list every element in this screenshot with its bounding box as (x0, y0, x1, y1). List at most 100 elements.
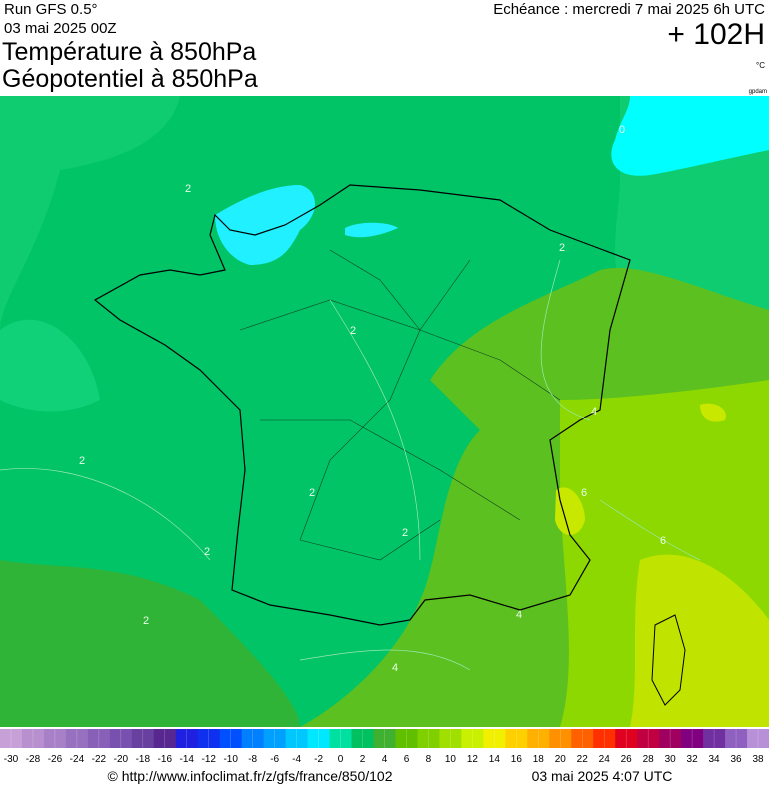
contour-label: 2 (309, 487, 315, 499)
cold-patch (345, 222, 398, 238)
generated-time: 03 mai 2025 4:07 UTC (532, 768, 673, 784)
contour-labels: 0 2 2 2 2 2 2 2 2 4 4 4 6 6 (79, 124, 666, 674)
colorbar-swatch (571, 729, 594, 748)
title-geopotential: Géopotentiel à 850hPa (2, 65, 258, 93)
colorbar-swatch (241, 729, 265, 748)
colorbar-swatch (43, 729, 67, 748)
colorbar-label: -8 (248, 754, 257, 765)
colorbar-label: -22 (92, 754, 107, 765)
run-date: 03 mai 2025 00Z (4, 20, 117, 37)
yellow-patch (555, 487, 585, 535)
colorbar-label: 20 (555, 754, 567, 765)
colorbar-label: -10 (223, 754, 238, 765)
contour-label: 4 (591, 406, 597, 418)
colorbar-swatch (527, 729, 550, 748)
colorbar-label: -28 (26, 754, 41, 765)
colorbar-swatch (461, 729, 484, 748)
contour-label: 2 (204, 546, 210, 558)
colorbar-swatch (109, 729, 133, 748)
colorbar-swatch (153, 729, 177, 748)
unit: °C (756, 61, 765, 70)
colorbar-label: -24 (70, 754, 85, 765)
colorbar-swatch (285, 729, 309, 748)
colorbar-label: 38 (752, 754, 764, 765)
colorbar-label: -6 (270, 754, 279, 765)
contour-label: 4 (516, 609, 522, 621)
colorbar-swatch (725, 729, 748, 748)
colorbar-label: 4 (382, 754, 388, 765)
valid-time: Echéance : mercredi 7 mai 2025 6h UTC (493, 1, 765, 18)
colorbar-swatch (197, 729, 221, 748)
source: © http://www.infoclimat.fr/z/gfs/france/… (108, 768, 393, 784)
colorbar: -30 -28 -26 -24 -22 -20 -18 -16 -14 -12 -10 -8 -6 -4-… (0, 729, 769, 765)
contour-label: 2 (559, 242, 565, 254)
colorbar-swatch (87, 729, 111, 748)
contour-label: 2 (402, 527, 408, 539)
colorbar-swatch (439, 729, 462, 748)
colorbar-swatch (219, 729, 243, 748)
colorbar-label: 34 (709, 754, 721, 765)
colorbar-swatch (373, 729, 396, 748)
colorbar-label: -16 (158, 754, 173, 765)
cold-patch (215, 185, 315, 265)
colorbar-swatch (175, 729, 199, 748)
colorbar-swatch (417, 729, 440, 748)
colorbar-label: 14 (489, 754, 501, 765)
colorbar-label: 28 (643, 754, 655, 765)
colorbar-swatch (351, 729, 375, 748)
colorbar-label: 2 (360, 754, 366, 765)
colorbar-label: -14 (180, 754, 195, 765)
colorbar-swatch (483, 729, 506, 748)
colorbar-swatch (307, 729, 331, 748)
colorbar-label: 12 (467, 754, 479, 765)
colorbar-swatch (593, 729, 616, 748)
colorbar-swatch (681, 729, 704, 748)
colorbar-label: -18 (136, 754, 151, 765)
colorbar-label: -26 (48, 754, 63, 765)
colorbar-swatch (615, 729, 638, 748)
contour-label: 0 (619, 124, 625, 136)
regions (239, 249, 561, 561)
colorbar-label: -12 (202, 754, 217, 765)
colorbar-label: -30 (4, 754, 19, 765)
sea-north (0, 96, 180, 330)
colorbar-label: 0 (338, 754, 344, 765)
colorbar-label: -2 (314, 754, 323, 765)
colorbar-label: 22 (577, 754, 589, 765)
colorbar-swatch (131, 729, 155, 748)
colorbar-swatch (637, 729, 660, 748)
france-outline (93, 184, 631, 626)
colorbar-label: 30 (665, 754, 677, 765)
colorbar-swatch (659, 729, 682, 748)
colorbar-label: 36 (730, 754, 742, 765)
sea-west (0, 319, 100, 412)
colorbar-label: 24 (599, 754, 611, 765)
colorbar-swatch (747, 729, 769, 748)
colorbar-swatch (263, 729, 287, 748)
colorbar-label: 16 (511, 754, 523, 765)
contour-unit: gpdam (749, 89, 767, 95)
contour-label: 6 (581, 487, 587, 499)
colorbar-label: 32 (687, 754, 699, 765)
colorbar-swatch (703, 729, 726, 748)
title-temperature: Température à 850hPa (2, 38, 256, 66)
colorbar-swatch (549, 729, 572, 748)
colorbar-label: 18 (533, 754, 545, 765)
colorbar-swatch (65, 729, 89, 748)
contours (0, 259, 701, 671)
colorbar-swatch (505, 729, 528, 748)
colorbar-label: 6 (404, 754, 410, 765)
colorbar-swatch (395, 729, 418, 748)
contour-label: 2 (185, 183, 191, 195)
south-west-area (0, 560, 300, 727)
lead-time: + 102H (667, 18, 765, 51)
colorbar-label: 10 (445, 754, 457, 765)
warmest-area (630, 554, 769, 727)
colorbar-label: -4 (292, 754, 301, 765)
corsica (651, 614, 686, 706)
cold-patch (611, 96, 769, 176)
colorbar-swatch (21, 729, 45, 748)
contour-label: 2 (143, 615, 149, 627)
run-label: Run GFS 0.5° (4, 1, 98, 18)
